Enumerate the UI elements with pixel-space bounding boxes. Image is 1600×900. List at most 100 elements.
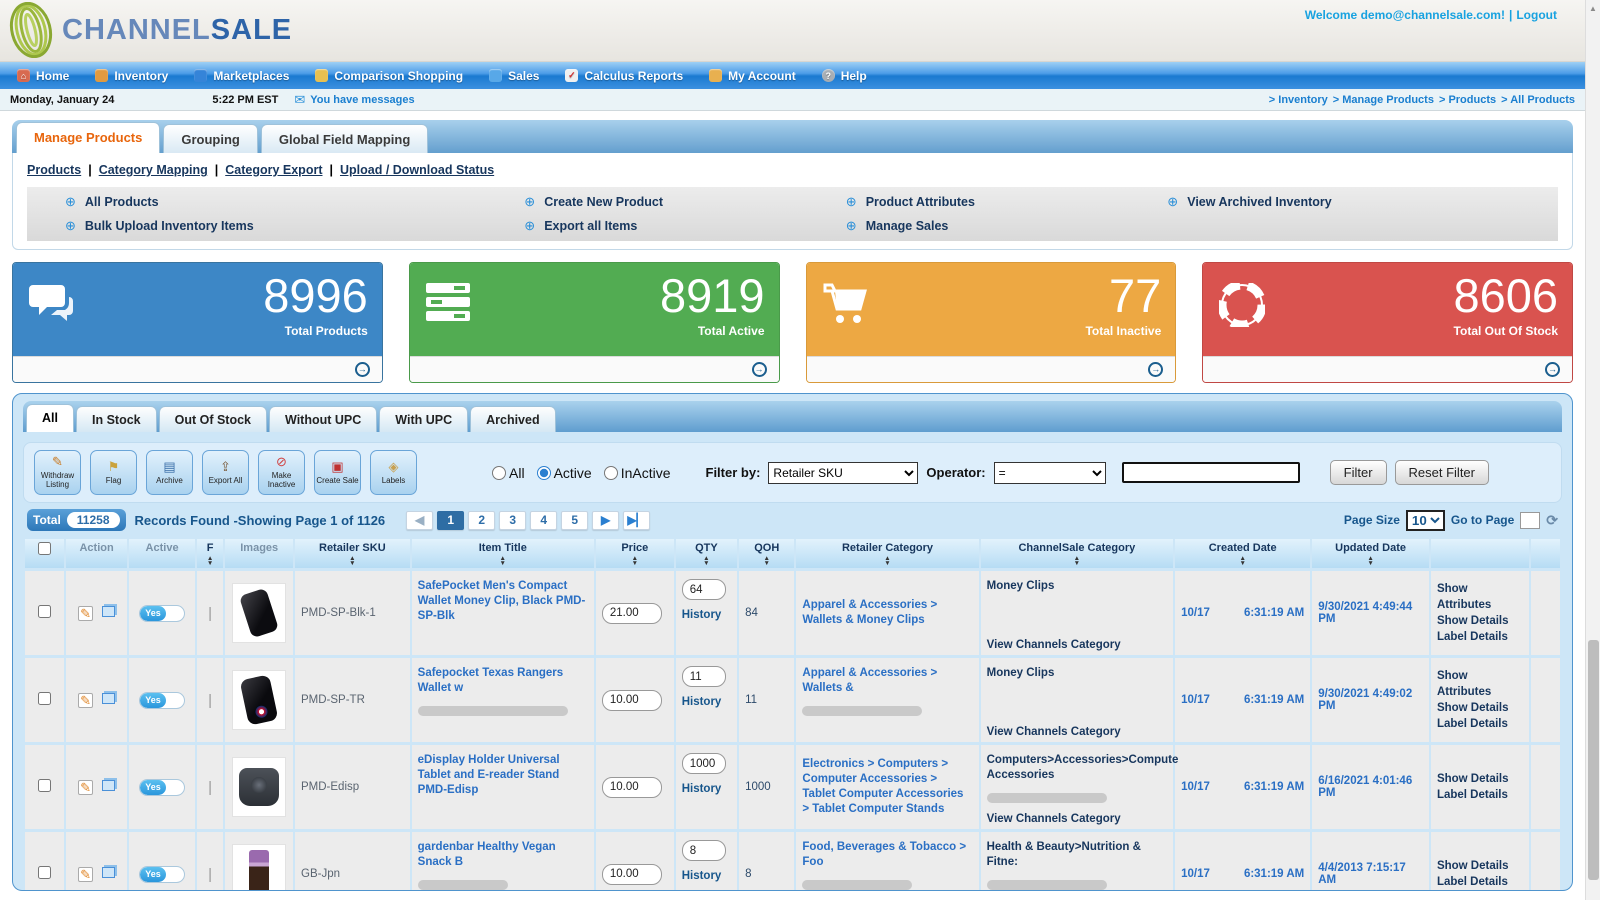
goto-page-input[interactable] <box>1520 511 1541 529</box>
price-input[interactable] <box>601 863 662 885</box>
history-link[interactable]: History <box>681 870 722 882</box>
sort-icon[interactable]: ▲ ▼ <box>1239 555 1246 567</box>
price-input[interactable] <box>601 689 662 711</box>
row-checkbox[interactable] <box>37 692 51 705</box>
copy-icon[interactable] <box>102 692 116 704</box>
reset-filter-button[interactable]: Reset Filter <box>1394 460 1489 485</box>
qty-input[interactable] <box>681 579 726 600</box>
withdraw-listing-button[interactable]: ✎ Withdraw Listing <box>34 450 81 495</box>
page-button-4[interactable]: 4 <box>530 510 558 530</box>
logout-link[interactable]: Logout <box>1516 8 1557 22</box>
breadcrumb-products[interactable]: Products <box>1439 94 1496 106</box>
history-link[interactable]: History <box>681 696 722 708</box>
tab-manage-products[interactable]: Manage Products <box>16 122 161 153</box>
show-attributes-link[interactable]: Show Attributes <box>1436 582 1492 611</box>
radio-active[interactable]: Active <box>536 465 592 481</box>
radio-inactive[interactable]: InActive <box>603 465 671 481</box>
nav-item-my-account[interactable]: My Account <box>696 62 809 89</box>
archive-button[interactable]: ▤ Archive <box>146 450 193 495</box>
vertical-scrollbar[interactable]: ▲ <box>1585 0 1600 900</box>
retailer-category-link[interactable]: Food, Beverages & Tobacco > Foo <box>802 841 967 868</box>
view-channels-category-link[interactable]: View Channels Category <box>986 726 1121 738</box>
page-button-1[interactable]: 1 <box>437 510 465 530</box>
history-link[interactable]: History <box>681 609 722 621</box>
prev-page-button[interactable]: ◀ <box>406 510 434 530</box>
select-all-checkbox[interactable] <box>37 542 51 555</box>
operator-select[interactable]: = <box>993 461 1106 484</box>
quicklink-category-mapping[interactable]: Category Mapping <box>98 163 208 177</box>
edit-icon[interactable]: ✎ <box>78 866 94 882</box>
menu-product-attributes[interactable]: ⊕ Product Attributes <box>808 194 1130 210</box>
sort-icon[interactable]: ▲ ▼ <box>631 555 638 567</box>
breadcrumb-manage-products[interactable]: Manage Products <box>1333 94 1434 106</box>
copy-icon[interactable] <box>102 866 116 878</box>
filter-by-select[interactable]: Retailer SKU <box>768 461 919 484</box>
view-channels-category-link[interactable]: View Channels Category <box>986 813 1121 825</box>
copy-icon[interactable] <box>102 779 116 791</box>
page-size-select[interactable]: 10 <box>1405 509 1445 531</box>
create-sale-button[interactable]: ▣ Create Sale <box>314 450 361 495</box>
nav-item-home[interactable]: ⌂ Home <box>4 62 82 89</box>
ftab-in-stock[interactable]: In Stock <box>75 406 157 432</box>
card-more-link[interactable]: → <box>806 356 1176 382</box>
qty-input[interactable] <box>681 666 726 687</box>
qty-input[interactable] <box>681 753 726 774</box>
item-title-link[interactable]: gardenbar Healthy Vegan Snack B <box>417 841 556 868</box>
show-details-link[interactable]: Show Details <box>1436 702 1509 714</box>
export-all-button[interactable]: ⇪ Export All <box>202 450 249 495</box>
retailer-category-link[interactable]: Apparel & Accessories > Wallets & Money … <box>802 599 938 626</box>
qty-input[interactable] <box>681 840 726 861</box>
ftab-without-upc[interactable]: Without UPC <box>269 406 378 432</box>
item-title-link[interactable]: Safepocket Texas Rangers Wallet w <box>417 667 564 694</box>
flag-button[interactable]: ⚑ Flag <box>90 450 137 495</box>
sort-icon[interactable]: ▲ ▼ <box>884 555 891 567</box>
quicklink-category-export[interactable]: Category Export <box>225 163 323 177</box>
breadcrumb-all-products[interactable]: All Products <box>1501 94 1575 106</box>
radio-inactive-input[interactable] <box>603 465 618 480</box>
tab-global-field-mapping[interactable]: Global Field Mapping <box>260 124 429 153</box>
row-checkbox[interactable] <box>37 779 51 792</box>
page-button-3[interactable]: 3 <box>499 510 527 530</box>
active-toggle[interactable]: Yes <box>139 865 186 883</box>
labels-button[interactable]: ◈ Labels <box>370 450 417 495</box>
breadcrumb-inventory[interactable]: Inventory <box>1269 94 1328 106</box>
menu-bulk-upload-inventory-items[interactable]: ⊕ Bulk Upload Inventory Items <box>27 218 486 234</box>
row-checkbox[interactable] <box>37 866 51 879</box>
page-button-5[interactable]: 5 <box>561 510 589 530</box>
active-toggle[interactable]: Yes <box>139 778 186 796</box>
menu-create-new-product[interactable]: ⊕ Create New Product <box>486 194 808 210</box>
ftab-out-of-stock[interactable]: Out Of Stock <box>158 406 268 432</box>
label-details-link[interactable]: Label Details <box>1436 789 1508 801</box>
retailer-category-link[interactable]: Electronics > Computers > Computer Acces… <box>802 758 964 815</box>
sort-icon[interactable]: ▲ ▼ <box>703 555 710 567</box>
label-details-link[interactable]: Label Details <box>1436 876 1508 888</box>
row-checkbox[interactable] <box>37 605 51 618</box>
filter-value-input[interactable] <box>1121 462 1300 483</box>
messages-link[interactable]: You have messages <box>310 93 415 106</box>
show-details-link[interactable]: Show Details <box>1436 859 1509 872</box>
history-link[interactable]: History <box>681 783 722 795</box>
scrollbar-thumb[interactable] <box>1588 640 1599 880</box>
sort-icon[interactable]: ▲ ▼ <box>206 555 214 567</box>
last-page-button[interactable]: ▶▏ <box>623 510 651 530</box>
show-details-link[interactable]: Show Details <box>1436 615 1509 627</box>
sort-icon[interactable]: ▲ ▼ <box>1073 555 1081 567</box>
card-more-link[interactable]: → <box>1203 356 1572 382</box>
tab-grouping[interactable]: Grouping <box>163 124 258 153</box>
quicklink-products[interactable]: Products <box>27 163 82 177</box>
copy-icon[interactable] <box>102 605 116 617</box>
label-details-link[interactable]: Label Details <box>1436 631 1508 644</box>
nav-item-calculus-reports[interactable]: ✓ Calculus Reports <box>552 62 696 89</box>
sort-icon[interactable]: ▲ ▼ <box>349 555 356 567</box>
ftab-archived[interactable]: Archived <box>470 406 556 432</box>
go-circle-icon[interactable]: ⟳ <box>1546 511 1558 528</box>
menu-all-products[interactable]: ⊕ All Products <box>27 194 486 210</box>
page-button-2[interactable]: 2 <box>468 510 496 530</box>
radio-all-input[interactable] <box>492 465 506 480</box>
card-more-link[interactable]: → <box>409 356 779 382</box>
edit-icon[interactable]: ✎ <box>78 692 94 708</box>
make-inactive-button[interactable]: ⊘ Make Inactive <box>258 450 305 495</box>
label-details-link[interactable]: Label Details <box>1436 718 1508 731</box>
sort-icon[interactable]: ▲ ▼ <box>763 555 770 567</box>
nav-item-help[interactable]: ? Help <box>809 62 880 89</box>
